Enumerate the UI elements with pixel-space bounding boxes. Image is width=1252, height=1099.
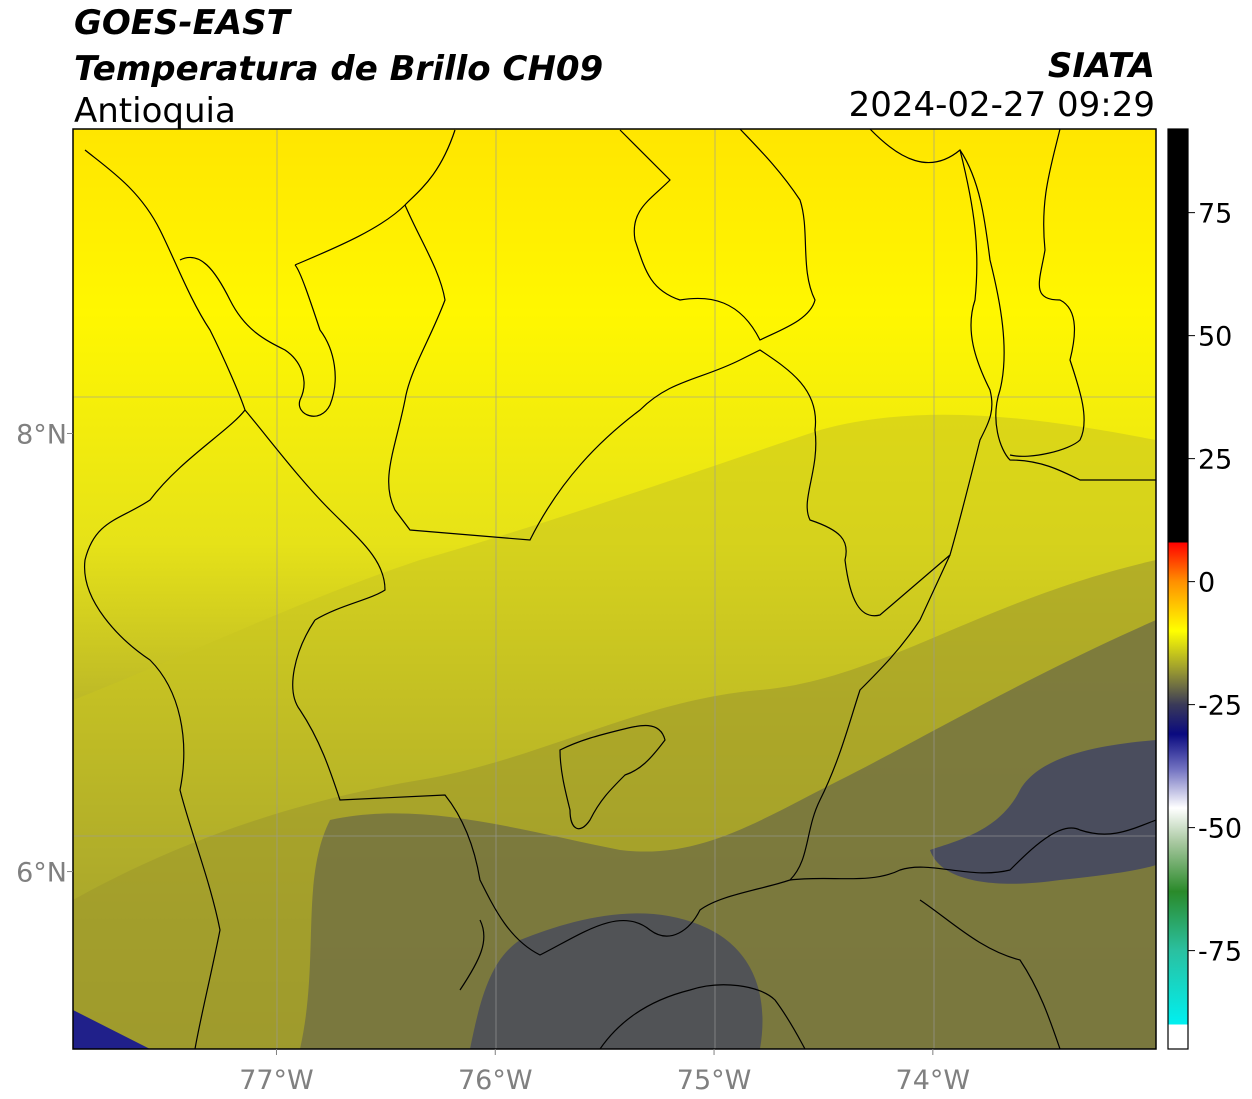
northeast-border <box>619 129 816 341</box>
colorbar-tick-label: 0 <box>1198 568 1215 599</box>
colorbar: 75 50 25 0 -25 -50 -75 <box>1167 128 1242 1050</box>
deep-cloud-corner <box>73 1010 150 1049</box>
colorbar-tick-label: 25 <box>1198 445 1232 476</box>
southwest-department-line <box>459 919 806 1049</box>
colorbar-gradient <box>1168 129 1188 1049</box>
lon-tick-label: 75°W <box>677 1065 752 1096</box>
timestamp-label: 2024-02-27 09:29 <box>848 85 1155 125</box>
right-header: SIATA 2024-02-27 09:29 <box>849 46 1155 124</box>
lon-tick-label: 74°W <box>896 1065 971 1096</box>
medellin-municipal-lines <box>559 725 666 830</box>
southeast-department-line <box>789 819 1156 1049</box>
map-area <box>73 129 1156 1049</box>
antioquia-border <box>388 149 993 617</box>
eastern-frontier <box>869 129 1156 481</box>
uraba-gulf <box>179 256 336 417</box>
region-title: Antioquia <box>74 91 236 131</box>
lat-tick-label: 8°N <box>16 419 67 450</box>
slate-cloud-south <box>470 913 763 1049</box>
colorbar-tick-label: 50 <box>1198 322 1232 353</box>
antioquia-south-border <box>292 554 951 956</box>
colorbar-tick-label: -50 <box>1198 814 1242 845</box>
organization-label: SIATA <box>1047 46 1155 86</box>
lon-tick-label: 77°W <box>239 1065 314 1096</box>
colorbar-tick-label: -75 <box>1198 937 1242 968</box>
boundaries <box>84 129 1156 1049</box>
colorbar-border <box>1167 128 1189 1050</box>
dark-olive-zone <box>300 620 1156 1049</box>
map-tick-layer: 77°W 76°W 75°W 74°W 8°N 6°N <box>16 419 970 1096</box>
satellite-title: GOES-EAST <box>74 3 290 43</box>
colorbar-tick-label: -25 <box>1198 691 1242 722</box>
lat-tick-label: 6°N <box>16 858 67 889</box>
map-border <box>72 128 1157 1050</box>
colorbar-tick-label: 75 <box>1198 199 1232 230</box>
west-inland-border <box>244 409 386 621</box>
lon-tick-label: 76°W <box>458 1065 533 1096</box>
product-title: Temperatura de Brillo CH09 <box>74 49 604 89</box>
slate-cloud-east <box>930 740 1156 884</box>
pacific-coastline <box>84 149 246 1049</box>
title-block: GOES-EAST Temperatura de Brillo CH09 Ant… <box>74 0 603 130</box>
far-east-boundary <box>1009 129 1085 457</box>
